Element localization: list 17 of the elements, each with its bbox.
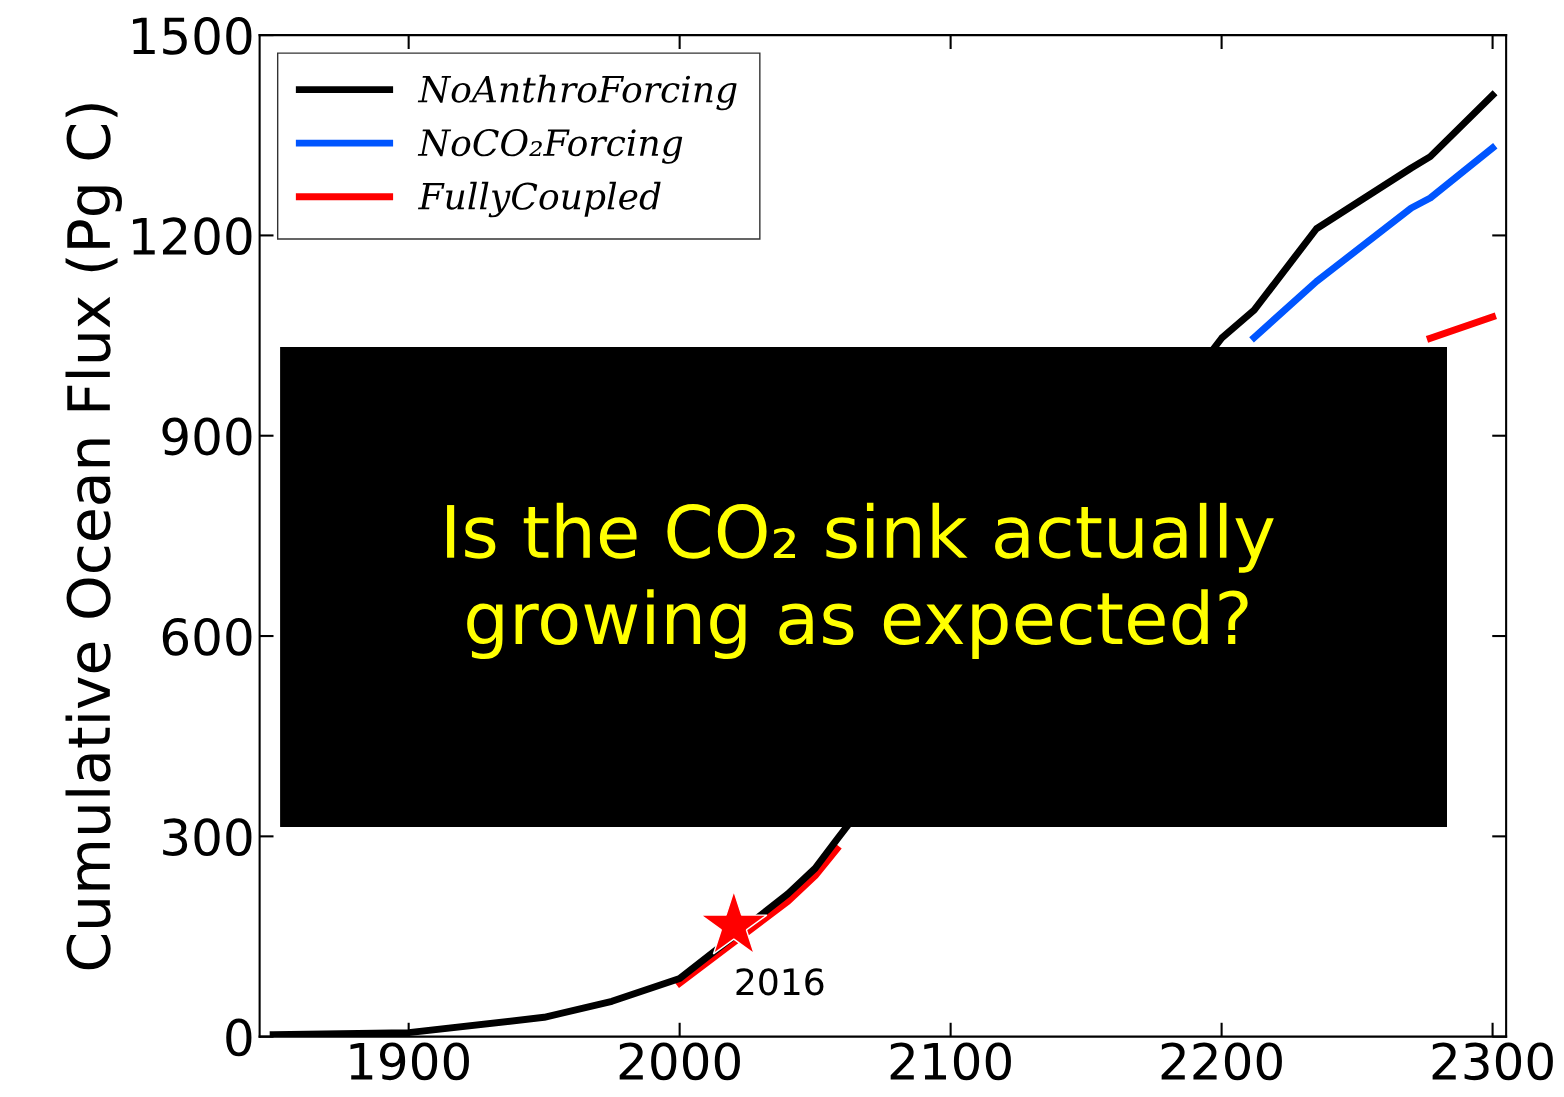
annotation: Is the CO₂ sink actually growing as expected? [447, 502, 1274, 660]
legend-label: FullyCoupled [417, 181, 661, 218]
y-tick-label: 600 [162, 617, 252, 656]
x-tick-label: 1900 [350, 1042, 469, 1081]
x-tick-label: 2200 [1161, 1042, 1282, 1081]
annotation: 2016 [736, 968, 824, 996]
y-axis-title: Cumulative Ocean Flux (Pg C) [65, 104, 122, 970]
y-tick-label: 900 [162, 417, 252, 456]
y-tick-label: 0 [226, 1018, 252, 1057]
x-tick-label: 2300 [1432, 1042, 1553, 1081]
legend-label: NoCO₂Forcing [417, 128, 683, 164]
y-tick-label: 1500 [133, 16, 252, 55]
legend-label: NoAnthroForcing [417, 74, 737, 111]
y-tick-label: 1200 [133, 217, 252, 256]
x-tick-label: 2100 [890, 1042, 1011, 1081]
y-tick-label: 300 [163, 818, 252, 857]
x-tick-label: 2000 [619, 1042, 740, 1081]
